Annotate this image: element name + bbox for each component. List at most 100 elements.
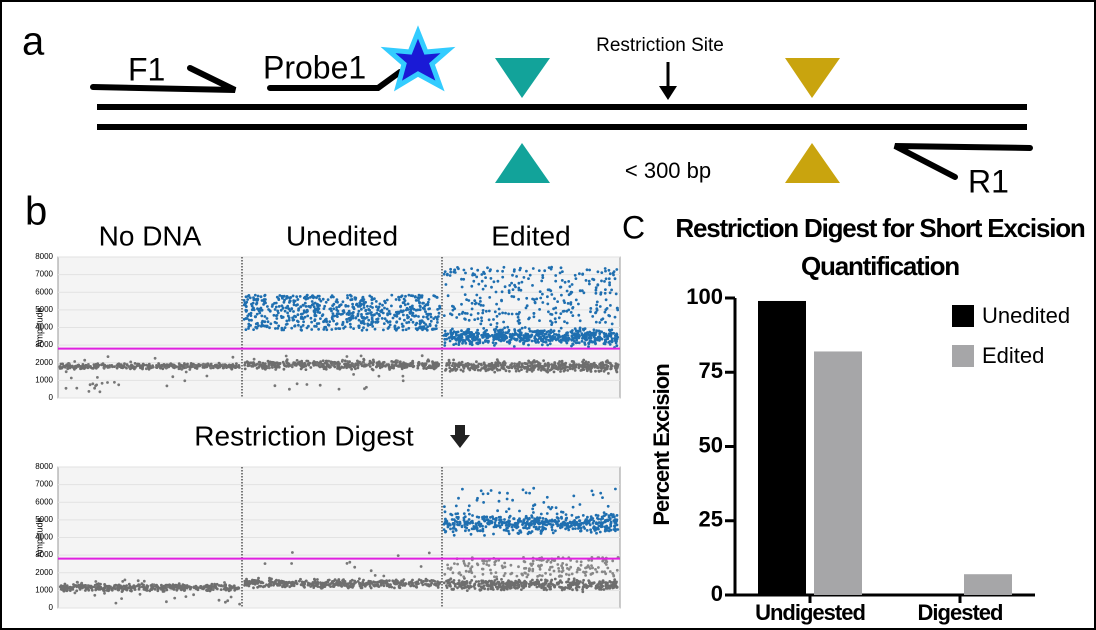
droplet — [271, 366, 274, 369]
droplet — [257, 295, 260, 298]
droplet — [349, 317, 352, 320]
droplet — [592, 522, 595, 525]
droplet — [463, 512, 466, 515]
droplet — [528, 327, 531, 330]
droplet — [101, 382, 104, 385]
droplet — [391, 579, 394, 582]
droplet — [378, 580, 381, 583]
droplet — [518, 579, 521, 582]
droplet — [381, 304, 384, 307]
droplet — [494, 333, 497, 336]
droplet — [538, 574, 541, 577]
droplet — [495, 519, 498, 522]
droplet — [615, 342, 618, 345]
droplet — [506, 492, 509, 495]
droplet — [609, 523, 612, 526]
droplet — [353, 580, 356, 583]
droplet — [138, 586, 141, 589]
droplet — [264, 294, 267, 297]
droplet — [560, 581, 563, 584]
droplet — [408, 364, 411, 367]
droplet — [401, 366, 404, 369]
droplet — [540, 513, 543, 516]
droplet — [497, 360, 500, 363]
droplet — [480, 582, 483, 585]
droplet — [481, 516, 484, 519]
droplet — [278, 305, 281, 308]
droplet — [591, 315, 594, 318]
y-tick-label: 2000 — [35, 568, 53, 577]
droplet — [388, 585, 391, 588]
droplet — [124, 579, 127, 582]
droplet — [306, 294, 309, 297]
droplet — [508, 370, 511, 373]
droplet — [128, 583, 131, 586]
droplet — [452, 362, 455, 365]
droplet — [573, 580, 576, 583]
droplet — [547, 288, 550, 291]
droplet — [365, 329, 368, 332]
droplet — [467, 586, 470, 589]
droplet — [414, 581, 417, 584]
droplet — [552, 307, 555, 310]
droplet — [501, 290, 504, 293]
droplet — [342, 327, 345, 330]
droplet — [260, 295, 263, 298]
droplet — [486, 560, 489, 563]
droplet — [529, 563, 532, 566]
droplet — [512, 517, 515, 520]
droplet — [594, 337, 597, 340]
droplet — [351, 298, 354, 301]
droplet — [599, 337, 602, 340]
droplet — [554, 529, 557, 532]
droplet — [595, 289, 598, 292]
droplet — [454, 338, 457, 341]
droplet — [571, 331, 574, 334]
droplet — [280, 309, 283, 312]
droplet — [576, 560, 579, 563]
droplet — [336, 367, 339, 370]
droplet — [419, 305, 422, 308]
droplet — [394, 325, 397, 328]
droplet — [490, 572, 493, 575]
droplet — [485, 563, 488, 566]
droplet — [449, 274, 452, 277]
droplet — [498, 500, 501, 503]
droplet — [590, 337, 593, 340]
droplet — [533, 312, 536, 315]
droplet — [370, 311, 373, 314]
droplet — [493, 563, 496, 566]
droplet — [148, 589, 151, 592]
droplet — [505, 337, 508, 340]
y-tick-label: 8000 — [35, 252, 53, 261]
droplet — [501, 565, 504, 568]
droplet — [537, 332, 540, 335]
droplet — [450, 335, 453, 338]
droplet — [148, 363, 151, 366]
restriction-label: Restriction Site — [596, 35, 724, 56]
droplet — [496, 509, 499, 512]
droplet — [571, 283, 574, 286]
droplet — [577, 334, 580, 337]
droplet — [83, 367, 86, 370]
droplet — [518, 361, 521, 364]
droplet — [581, 273, 584, 276]
droplet — [480, 319, 483, 322]
droplet — [461, 312, 464, 315]
droplet — [476, 269, 479, 272]
droplet — [579, 327, 582, 330]
droplet — [215, 586, 218, 589]
droplet — [350, 295, 353, 298]
droplet — [482, 366, 485, 369]
droplet — [464, 363, 467, 366]
droplet — [434, 584, 437, 587]
droplet — [493, 526, 496, 529]
droplet — [589, 340, 592, 343]
droplet — [323, 366, 326, 369]
droplet — [432, 361, 435, 364]
droplet — [322, 328, 325, 331]
droplet — [265, 325, 268, 328]
droplet — [447, 579, 450, 582]
droplet — [589, 528, 592, 531]
droplet — [476, 329, 479, 332]
